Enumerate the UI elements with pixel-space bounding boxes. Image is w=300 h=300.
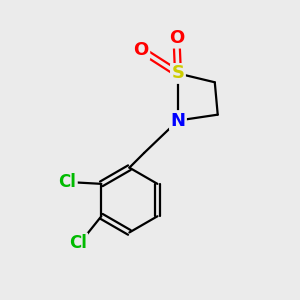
Text: Cl: Cl [58, 173, 76, 191]
Text: O: O [134, 41, 149, 59]
Text: N: N [170, 112, 185, 130]
Text: Cl: Cl [69, 234, 87, 252]
Text: S: S [172, 64, 184, 82]
Text: O: O [169, 29, 184, 47]
